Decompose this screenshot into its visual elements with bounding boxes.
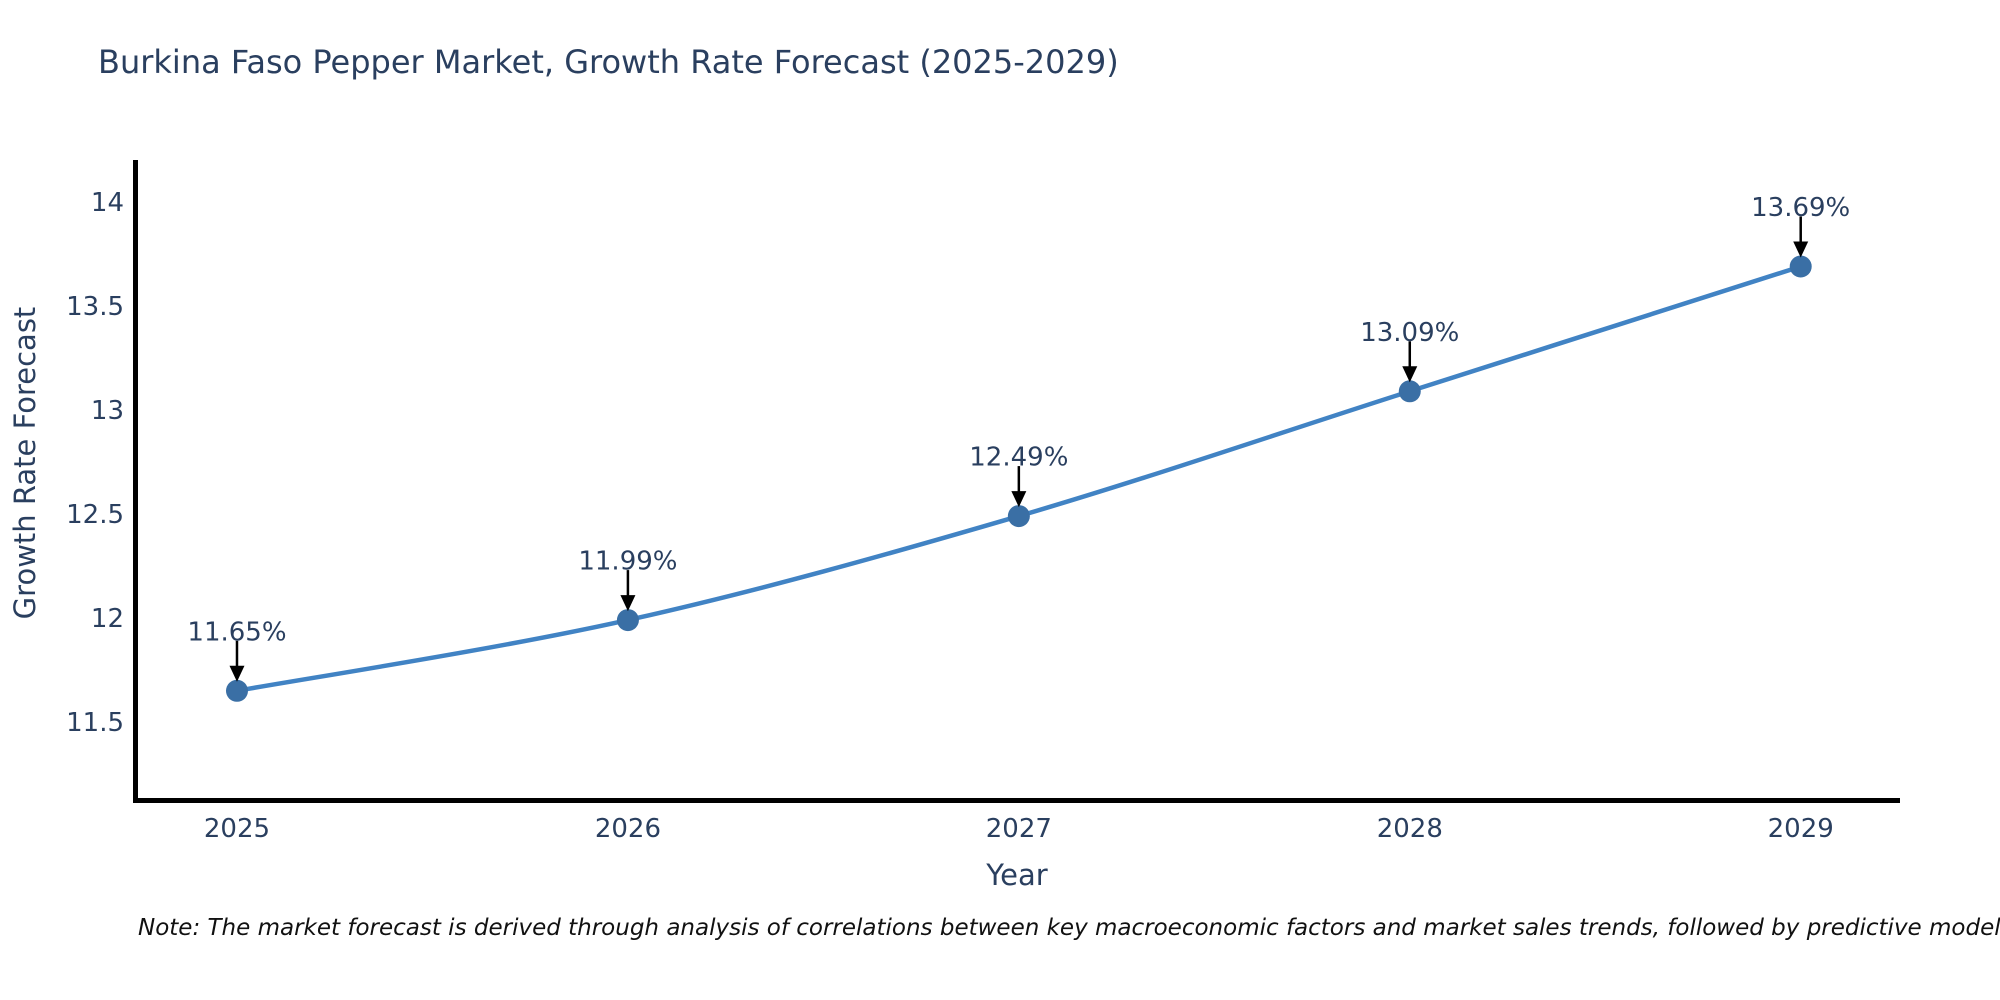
x-tick-label: 2029 <box>1768 814 1834 844</box>
y-tick-label: 12 <box>91 604 124 634</box>
annotation-arrowhead-icon <box>1402 366 1418 383</box>
footnote: Note: The market forecast is derived thr… <box>138 915 2000 941</box>
x-axis-title: Year <box>986 858 1048 892</box>
x-tick-label: 2025 <box>204 814 270 844</box>
data-point-label: 12.49% <box>969 443 1068 473</box>
y-tick-label: 13.5 <box>66 292 124 322</box>
y-tick-label: 11.5 <box>66 708 124 738</box>
data-point-marker <box>1789 255 1812 278</box>
chart-title: Burkina Faso Pepper Market, Growth Rate … <box>98 43 1119 81</box>
data-point-label: 13.09% <box>1360 318 1459 348</box>
y-tick-label: 12.5 <box>66 500 124 530</box>
x-tick-label: 2026 <box>595 814 661 844</box>
data-point-label: 11.99% <box>578 547 677 577</box>
annotation-arrowhead-icon <box>229 665 245 682</box>
y-tick-label: 13 <box>91 396 124 426</box>
data-point-label: 13.69% <box>1751 193 1850 223</box>
data-point-marker <box>225 679 248 702</box>
data-point-marker <box>1007 505 1030 528</box>
annotation-arrowhead-icon <box>620 595 636 612</box>
data-point-label: 11.65% <box>187 617 286 647</box>
data-point-marker <box>1398 380 1421 403</box>
data-point-marker <box>616 609 639 632</box>
x-tick-label: 2028 <box>1377 814 1443 844</box>
annotation-arrowhead-icon <box>1793 241 1809 258</box>
annotation-arrowhead-icon <box>1011 491 1027 508</box>
x-tick-label: 2027 <box>986 814 1052 844</box>
y-tick-label: 14 <box>91 188 124 218</box>
